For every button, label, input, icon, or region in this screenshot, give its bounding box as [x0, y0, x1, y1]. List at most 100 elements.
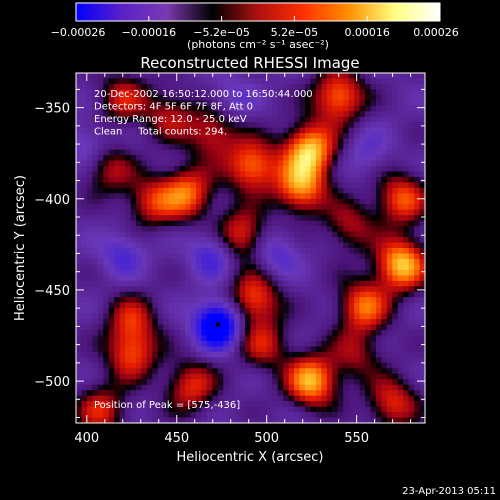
heatmap-cell: [294, 269, 301, 276]
heatmap-cell: [397, 313, 404, 320]
heatmap-cell: [81, 401, 88, 408]
heatmap-cell: [239, 417, 246, 423]
heatmap-cell: [223, 144, 230, 151]
heatmap-cell: [283, 373, 290, 380]
heatmap-cell: [348, 412, 355, 419]
heatmap-cell: [370, 330, 377, 337]
heatmap-cell: [354, 83, 361, 91]
heatmap-cell: [234, 395, 241, 402]
heatmap-cell: [76, 226, 83, 233]
heatmap-cell: [392, 187, 399, 194]
heatmap-cell: [419, 335, 425, 342]
heatmap-cell: [250, 83, 257, 91]
heatmap-cell: [234, 133, 241, 140]
heatmap-cell: [365, 384, 372, 391]
heatmap-cell: [397, 176, 404, 183]
heatmap-cell: [86, 105, 93, 112]
heatmap-cell: [201, 286, 208, 293]
heatmap-cell: [157, 401, 164, 408]
heatmap-cell: [190, 248, 197, 255]
heatmap-cell: [119, 275, 126, 282]
heatmap-cell: [305, 390, 312, 397]
heatmap-cell: [326, 242, 333, 249]
heatmap-cell: [354, 269, 361, 276]
heatmap-cell: [348, 291, 355, 298]
heatmap-cell: [321, 302, 328, 309]
heatmap-cell: [283, 144, 290, 151]
heatmap-cell: [305, 302, 312, 309]
heatmap-cell: [239, 83, 246, 91]
heatmap-cell: [288, 417, 295, 423]
heatmap-cell: [343, 149, 350, 156]
heatmap-cell: [239, 73, 246, 80]
heatmap-cell: [397, 340, 404, 348]
heatmap-cell: [343, 390, 350, 397]
heatmap-cell: [76, 335, 83, 342]
heatmap-cell: [283, 111, 290, 118]
heatmap-cell: [76, 368, 83, 375]
heatmap-cell: [277, 160, 284, 167]
heatmap-cell: [168, 116, 175, 123]
heatmap-cell: [125, 215, 132, 222]
heatmap-cell: [375, 302, 382, 309]
heatmap-cell: [119, 133, 126, 140]
heatmap-cell: [414, 395, 421, 402]
heatmap-cell: [146, 362, 153, 369]
heatmap-cell: [408, 198, 415, 205]
heatmap-cell: [206, 94, 213, 101]
heatmap-cell: [299, 133, 306, 140]
heatmap-cell: [201, 269, 208, 276]
heatmap-cell: [255, 171, 262, 178]
heatmap-cell: [305, 105, 312, 112]
heatmap-cell: [195, 237, 203, 244]
heatmap-cell: [185, 275, 192, 282]
heatmap-cell: [408, 171, 415, 178]
heatmap-cell: [174, 335, 181, 342]
heatmap-cell: [321, 286, 328, 293]
heatmap-cell: [195, 138, 203, 145]
annotation-line: Energy Range: 12.0 - 25.0 keV: [94, 114, 247, 125]
heatmap-cell: [190, 111, 197, 118]
heatmap-cell: [375, 105, 382, 112]
heatmap-cell: [97, 138, 104, 145]
heatmap-cell: [168, 89, 175, 96]
heatmap-cell: [299, 160, 306, 167]
heatmap-cell: [223, 340, 230, 348]
heatmap-cell: [397, 280, 404, 287]
heatmap-cell: [103, 122, 110, 129]
heatmap-cell: [97, 248, 104, 255]
heatmap-cell: [277, 335, 284, 342]
heatmap-cell: [348, 111, 355, 118]
heatmap-cell: [343, 379, 350, 386]
heatmap-cell: [201, 340, 208, 348]
heatmap-cell: [114, 100, 121, 107]
heatmap-cell: [228, 280, 235, 287]
heatmap-cell: [277, 116, 284, 123]
heatmap-cell: [223, 165, 230, 173]
heatmap-cell: [157, 231, 164, 238]
heatmap-cell: [397, 111, 404, 118]
heatmap-cell: [190, 330, 197, 337]
heatmap-cell: [223, 390, 230, 397]
heatmap-cell: [381, 78, 388, 85]
heatmap-cell: [337, 269, 344, 276]
heatmap-cell: [190, 335, 197, 342]
heatmap-cell: [386, 122, 393, 129]
heatmap-cell: [403, 127, 410, 134]
heatmap-cell: [283, 176, 290, 183]
heatmap-cell: [201, 78, 208, 85]
heatmap-cell: [168, 258, 175, 266]
heatmap-cell: [272, 193, 279, 200]
heatmap-cell: [179, 237, 186, 244]
heatmap-cell: [250, 362, 257, 369]
heatmap-cell: [272, 100, 279, 107]
heatmap-cell: [141, 302, 148, 309]
heatmap-cell: [359, 390, 366, 397]
heatmap-cell: [343, 160, 350, 167]
heatmap-cell: [386, 313, 393, 320]
heatmap-cell: [179, 231, 186, 238]
heatmap-cell: [86, 346, 93, 353]
heatmap-cell: [125, 78, 132, 85]
heatmap-cell: [370, 182, 377, 189]
heatmap-cell: [76, 286, 83, 293]
